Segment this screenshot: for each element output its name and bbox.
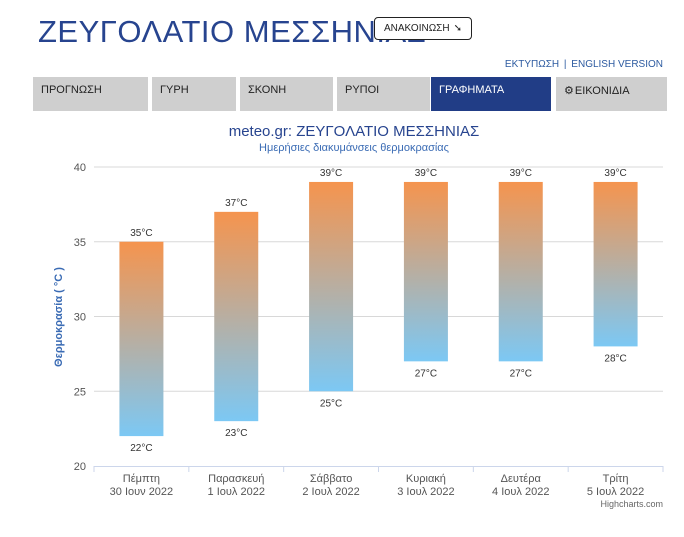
x-day-label: Δευτέρα bbox=[501, 473, 542, 485]
high-temp-label: 39°C bbox=[320, 168, 342, 179]
low-temp-label: 27°C bbox=[510, 368, 532, 379]
x-date-label: 30 Ιουν 2022 bbox=[110, 486, 174, 498]
gear-icon: ⚙ bbox=[564, 85, 574, 97]
x-day-label: Σάββατο bbox=[310, 473, 352, 485]
low-temp-label: 23°C bbox=[225, 428, 247, 439]
chart-title: meteo.gr: ΖΕΥΓΟΛΑΤΙΟ ΜΕΣΣΗΝΙΑΣ bbox=[229, 123, 480, 140]
high-temp-label: 39°C bbox=[510, 168, 532, 179]
tab-label: ΡΥΠΟΙ bbox=[345, 84, 380, 96]
english-version-link[interactable]: ENGLISH VERSION bbox=[571, 59, 663, 70]
y-tick-label: 20 bbox=[74, 461, 86, 473]
tab-pollutants[interactable]: ΡΥΠΟΙ bbox=[337, 77, 430, 111]
low-temp-label: 25°C bbox=[320, 398, 342, 409]
x-day-label: Παρασκευή bbox=[208, 473, 264, 485]
tab-label: ΓΥΡΗ bbox=[160, 84, 189, 96]
x-date-label: 3 Ιουλ 2022 bbox=[397, 486, 454, 498]
tab-label: ΠΡΟΓΝΩΣΗ bbox=[41, 84, 102, 96]
tab-pollen[interactable]: ΓΥΡΗ bbox=[152, 77, 236, 111]
x-date-label: 1 Ιουλ 2022 bbox=[208, 486, 265, 498]
tab-label: ΓΡΑΦΗΜΑΤΑ bbox=[439, 84, 505, 96]
right-arrow-icon: ➘ bbox=[453, 23, 462, 34]
y-axis-label: Θερμοκρασία ( °C ) bbox=[53, 267, 65, 367]
credits-link[interactable]: Highcharts.com bbox=[600, 499, 663, 509]
tab-dust[interactable]: ΣΚΟΝΗ bbox=[240, 77, 333, 111]
bar-layer bbox=[119, 181, 638, 437]
temperature-range-bar bbox=[593, 181, 638, 347]
x-date-label: 2 Ιουλ 2022 bbox=[302, 486, 359, 498]
high-temp-label: 39°C bbox=[604, 168, 626, 179]
x-day-label: Τρίτη bbox=[603, 473, 629, 485]
tab-forecast[interactable]: ΠΡΟΓΝΩΣΗ bbox=[33, 77, 148, 111]
tab-label: ΣΚΟΝΗ bbox=[248, 84, 287, 96]
temperature-range-bar bbox=[309, 181, 354, 392]
high-temp-label: 39°C bbox=[415, 168, 437, 179]
temperature-range-chart: meteo.gr: ΖΕΥΓΟΛΑΤΙΟ ΜΕΣΣΗΝΙΑΣ Ημερήσιες… bbox=[53, 123, 664, 509]
temperature-range-bar bbox=[214, 211, 259, 422]
tab-label: ΕΙΚΟΝΙΔΙΑ bbox=[574, 85, 630, 97]
high-temp-label: 35°C bbox=[130, 228, 152, 239]
low-temp-label: 22°C bbox=[130, 443, 152, 454]
x-date-label: 4 Ιουλ 2022 bbox=[492, 486, 549, 498]
tab-charts[interactable]: ΓΡΑΦΗΜΑΤΑ bbox=[431, 77, 551, 111]
x-date-label: 5 Ιουλ 2022 bbox=[587, 486, 644, 498]
link-separator: | bbox=[563, 59, 567, 70]
x-day-label: Πέμπτη bbox=[123, 473, 160, 485]
y-tick-label: 30 bbox=[74, 312, 86, 324]
announcement-label: ΑΝΑΚΟΙΝΩΣΗ bbox=[384, 23, 450, 34]
low-temp-label: 27°C bbox=[415, 368, 437, 379]
y-tick-label: 25 bbox=[74, 386, 86, 398]
y-tick-label: 35 bbox=[74, 237, 86, 249]
y-tick-label: 40 bbox=[74, 162, 86, 174]
temperature-range-bar bbox=[403, 181, 448, 362]
x-day-label: Κυριακή bbox=[406, 473, 446, 485]
print-link[interactable]: ΕΚΤΥΠΩΣΗ bbox=[504, 59, 560, 70]
announcement-button[interactable]: ΑΝΑΚΟΙΝΩΣΗ ➘ bbox=[374, 17, 472, 40]
temperature-range-bar bbox=[498, 181, 543, 362]
low-temp-label: 28°C bbox=[604, 353, 626, 364]
temperature-range-bar bbox=[119, 241, 164, 437]
tab-icons[interactable]: ⚙ΕΙΚΟΝΙΔΙΑ bbox=[556, 77, 667, 111]
high-temp-label: 37°C bbox=[225, 198, 247, 209]
top-links: ΕΚΤΥΠΩΣΗ | ENGLISH VERSION bbox=[505, 59, 663, 70]
page-title: ΖΕΥΓΟΛΑΤΙΟ ΜΕΣΣΗΝΙΑΣ bbox=[38, 14, 427, 49]
grid-layer bbox=[93, 166, 664, 472]
chart-subtitle: Ημερήσιες διακυμάνσεις θερμοκρασίας bbox=[259, 142, 449, 154]
